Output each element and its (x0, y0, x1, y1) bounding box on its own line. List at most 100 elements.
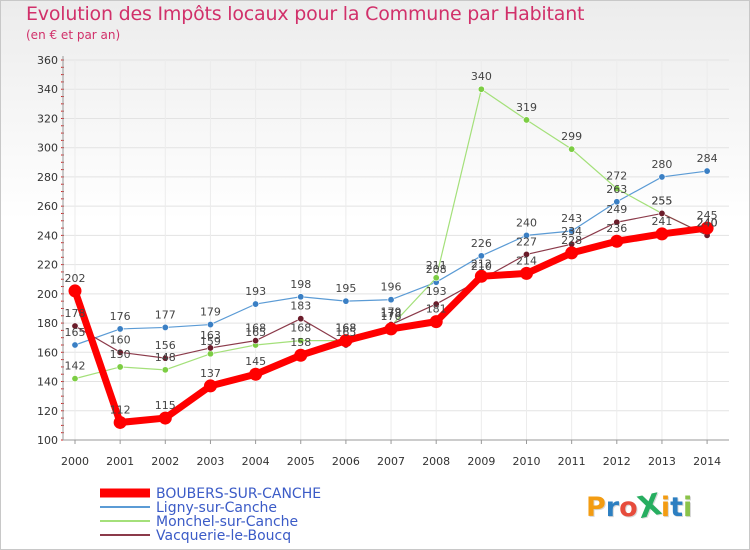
x-tick-label: 2003 (196, 455, 224, 468)
data-label-ligny-sur-canche: 208 (426, 263, 447, 276)
legend-label-boubers-sur-canche: BOUBERS-SUR-CANCHE (156, 486, 321, 502)
data-point-vacquerie-le-boucq (432, 300, 440, 308)
data-label-ligny-sur-canche: 243 (561, 212, 582, 225)
data-point-boubers-sur-canche (565, 246, 579, 260)
data-label-boubers-sur-canche: 245 (697, 209, 718, 222)
x-tick-label: 2001 (106, 455, 134, 468)
data-label-vacquerie-le-boucq: 165 (335, 326, 356, 339)
data-point-vacquerie-le-boucq (658, 209, 666, 217)
data-point-vacquerie-le-boucq (613, 218, 621, 226)
data-point-boubers-sur-canche (700, 221, 714, 235)
data-label-vacquerie-le-boucq: 210 (471, 260, 492, 273)
data-point-ligny-sur-canche (206, 321, 214, 329)
y-tick-label: 240 (37, 229, 58, 242)
data-label-vacquerie-le-boucq: 240 (697, 216, 718, 229)
legend: BOUBERS-SUR-CANCHELigny-sur-CancheMonche… (100, 486, 321, 544)
x-tick-label: 2014 (693, 455, 721, 468)
data-point-vacquerie-le-boucq (522, 250, 530, 258)
data-point-vacquerie-le-boucq (206, 344, 214, 352)
legend-label-vacquerie-le-boucq: Vacquerie-le-Boucq (156, 528, 291, 544)
data-label-boubers-sur-canche: 214 (516, 254, 537, 267)
data-label-boubers-sur-canche: 115 (155, 399, 176, 412)
data-label-boubers-sur-canche: 168 (335, 322, 356, 335)
data-point-ligny-sur-canche (568, 227, 576, 235)
data-label-vacquerie-le-boucq: 193 (426, 285, 447, 298)
data-point-vacquerie-le-boucq (252, 337, 260, 345)
data-point-vacquerie-le-boucq (297, 315, 305, 323)
x-tick-label: 2007 (377, 455, 405, 468)
data-label-boubers-sur-canche: 202 (65, 272, 86, 285)
data-label-boubers-sur-canche: 137 (200, 367, 221, 380)
data-label-monchel-sur-canche: 168 (335, 322, 356, 335)
data-point-ligny-sur-canche (116, 325, 124, 333)
x-tick-label: 2009 (467, 455, 495, 468)
chart-title: Evolution des Impôts locaux pour la Comm… (26, 3, 585, 25)
data-point-monchel-sur-canche (432, 274, 440, 282)
data-label-vacquerie-le-boucq: 168 (245, 322, 266, 335)
y-tick-label: 300 (37, 142, 58, 155)
data-label-monchel-sur-canche: 168 (290, 322, 311, 335)
logo-letter: i (683, 492, 693, 523)
data-label-monchel-sur-canche: 255 (651, 194, 672, 207)
data-label-boubers-sur-canche: 176 (381, 310, 402, 323)
data-label-ligny-sur-canche: 240 (516, 216, 537, 229)
data-point-monchel-sur-canche (206, 350, 214, 358)
data-point-boubers-sur-canche (520, 266, 533, 280)
data-label-ligny-sur-canche: 280 (651, 158, 672, 171)
data-label-boubers-sur-canche: 181 (426, 303, 447, 316)
proxiti-logo: ProXiti (586, 487, 693, 526)
x-tick-label: 2006 (332, 455, 360, 468)
data-point-vacquerie-le-boucq (161, 354, 169, 362)
x-tick-label: 2004 (242, 455, 270, 468)
logo-letter: o (619, 492, 638, 523)
data-label-ligny-sur-canche: 226 (471, 237, 492, 250)
data-label-boubers-sur-canche: 158 (290, 336, 311, 349)
y-tick-label: 260 (37, 200, 58, 213)
data-label-monchel-sur-canche: 272 (606, 170, 627, 183)
data-label-monchel-sur-canche: 178 (381, 307, 402, 320)
x-tick-label: 2010 (513, 455, 541, 468)
logo-letter: t (670, 492, 684, 523)
data-point-monchel-sur-canche (522, 116, 530, 124)
data-label-ligny-sur-canche: 196 (381, 281, 402, 294)
y-tick-label: 100 (37, 434, 58, 447)
data-label-vacquerie-le-boucq: 163 (200, 329, 221, 342)
data-label-boubers-sur-canche: 236 (606, 222, 627, 235)
x-tick-label: 2008 (422, 455, 450, 468)
data-point-boubers-sur-canche (474, 269, 488, 283)
y-tick-label: 160 (37, 346, 58, 359)
axes: 100 120 140 160 180 200 220 240 260 280 300 320 340 3… (37, 54, 729, 468)
data-point-boubers-sur-canche (158, 411, 172, 425)
data-label-vacquerie-le-boucq: 227 (516, 235, 537, 248)
data-label-monchel-sur-canche: 211 (426, 259, 447, 272)
data-label-vacquerie-le-boucq: 249 (606, 203, 627, 216)
data-point-ligny-sur-canche (71, 341, 79, 349)
data-label-boubers-sur-canche: 112 (110, 403, 131, 416)
data-point-monchel-sur-canche (477, 85, 485, 93)
series (68, 85, 714, 429)
data-point-vacquerie-le-boucq (116, 348, 124, 356)
data-point-boubers-sur-canche (249, 367, 263, 381)
data-label-boubers-sur-canche: 145 (245, 355, 266, 368)
data-label-ligny-sur-canche: 176 (110, 310, 131, 323)
data-label-vacquerie-le-boucq: 255 (651, 194, 672, 207)
chart-subtitle: (en € et par an) (26, 28, 121, 42)
logo-letter: P (586, 492, 606, 523)
data-label-monchel-sur-canche: 240 (697, 216, 718, 229)
data-label-monchel-sur-canche: 319 (516, 101, 537, 114)
data-point-boubers-sur-canche (203, 379, 217, 393)
y-tick-label: 340 (37, 83, 58, 96)
data-point-ligny-sur-canche (297, 293, 305, 301)
data-label-ligny-sur-canche: 198 (290, 278, 311, 291)
data-label-boubers-sur-canche: 228 (561, 234, 582, 247)
data-label-monchel-sur-canche: 148 (155, 351, 176, 364)
data-label-boubers-sur-canche: 212 (471, 257, 492, 270)
data-label-ligny-sur-canche: 193 (245, 285, 266, 298)
data-label-vacquerie-le-boucq: 234 (561, 225, 582, 238)
data-point-boubers-sur-canche (113, 415, 127, 429)
y-tick-label: 200 (37, 288, 58, 301)
data-label-monchel-sur-canche: 299 (561, 130, 582, 143)
data-point-ligny-sur-canche (252, 300, 260, 308)
data-point-ligny-sur-canche (658, 173, 666, 181)
data-point-ligny-sur-canche (477, 252, 485, 260)
